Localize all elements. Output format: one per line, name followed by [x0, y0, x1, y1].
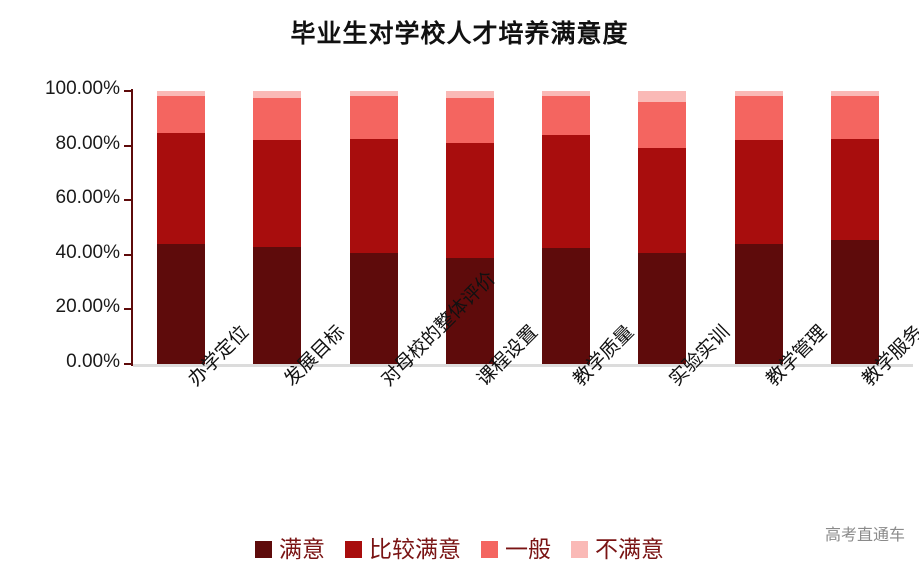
bar-stack	[542, 91, 591, 364]
bar-segment	[638, 148, 687, 254]
chart-title: 毕业生对学校人才培养满意度	[290, 20, 629, 48]
bar-stack	[349, 91, 398, 364]
y-axis-tick-label: 80.00%	[55, 132, 120, 154]
x-axis-category-anchor: 课程设置	[470, 322, 542, 391]
bar-segment	[542, 91, 591, 97]
x-axis-category-anchor: 实验实训	[662, 322, 735, 391]
bar-segment	[830, 138, 879, 240]
y-axis-line	[131, 89, 133, 366]
bar-segment	[542, 134, 591, 248]
legend-color-swatch-icon	[481, 541, 498, 558]
bar-stack	[157, 91, 206, 364]
x-axis-category-anchor: 教学服务	[855, 322, 919, 391]
bar-stack	[253, 91, 302, 364]
y-axis-tick-mark	[124, 363, 133, 365]
bar-segment	[349, 96, 398, 139]
y-axis-tick-mark	[124, 308, 133, 311]
chart-legend: 满意 比较满意 一般 不满意	[0, 538, 919, 561]
bar-segment	[445, 91, 494, 98]
bar-segment	[253, 97, 302, 141]
legend-item[interactable]: 不满意	[571, 538, 664, 561]
legend-item[interactable]: 满意	[255, 538, 325, 561]
bar-segment	[638, 253, 687, 364]
y-axis-tick-mark	[124, 253, 133, 256]
bar-segment	[157, 91, 206, 97]
y-axis-tick-label: 100.00%	[44, 78, 120, 99]
legend-label: 一般	[505, 536, 551, 562]
bar-segment	[734, 243, 783, 364]
bar-segment	[542, 96, 591, 135]
x-axis-category-anchor: 办学定位	[181, 322, 254, 391]
x-axis-category-anchor: 教学质量	[566, 322, 639, 391]
bar-segment	[734, 91, 783, 97]
x-axis-category-anchor: 发展目标	[277, 322, 350, 391]
bar-segment	[830, 239, 879, 364]
legend-label: 不满意	[595, 536, 664, 562]
plot-area	[133, 91, 903, 364]
y-axis-tick-mark	[124, 90, 133, 92]
bar-segment	[349, 138, 398, 254]
bar-segment	[734, 140, 783, 244]
bar-segment	[638, 101, 687, 149]
bar-segment	[349, 91, 398, 97]
legend-color-swatch-icon	[255, 541, 272, 558]
legend-item[interactable]: 一般	[481, 538, 551, 561]
legend-color-swatch-icon	[345, 541, 362, 558]
y-axis-tick-label: 40.00%	[55, 241, 120, 263]
legend-color-swatch-icon	[571, 541, 588, 558]
x-axis-category-anchor: 教学管理	[759, 322, 831, 391]
bar-segment	[445, 142, 494, 258]
legend-label: 比较满意	[369, 536, 461, 562]
bar-stack	[638, 91, 687, 364]
x-axis-baseline	[133, 364, 913, 367]
bar-segment	[830, 96, 879, 139]
y-axis-tick-label: 60.00%	[55, 187, 120, 209]
bar-segment	[253, 140, 302, 247]
bar-segment	[157, 96, 206, 134]
bar-stack	[445, 91, 494, 364]
bar-segment	[734, 96, 783, 141]
bar-segment	[349, 253, 398, 364]
bar-segment	[253, 246, 302, 364]
y-axis-tick-label: 20.00%	[55, 296, 120, 318]
bar-stack	[830, 91, 879, 364]
bar-segment	[157, 243, 206, 364]
bar-segment	[253, 91, 302, 98]
y-axis-tick-label: 0.00%	[66, 351, 120, 372]
watermark-label: 高考直通车	[824, 527, 905, 544]
bar-stack	[734, 91, 783, 364]
x-axis-category-anchor: 对母校的整体评价	[374, 268, 499, 390]
bar-segment	[445, 97, 494, 143]
y-axis-labels: 0.00% 20.00% 40.00% 60.00% 80.00% 100.00%	[0, 0, 120, 581]
legend-item[interactable]: 比较满意	[345, 538, 461, 561]
bar-segment	[542, 247, 591, 364]
y-axis-tick-mark	[124, 144, 133, 147]
bar-segment	[638, 91, 687, 102]
bar-segment	[157, 133, 206, 244]
y-axis-tick-mark	[124, 199, 133, 202]
bar-segment	[445, 257, 494, 364]
bar-segment	[830, 91, 879, 97]
legend-label: 满意	[279, 536, 325, 562]
